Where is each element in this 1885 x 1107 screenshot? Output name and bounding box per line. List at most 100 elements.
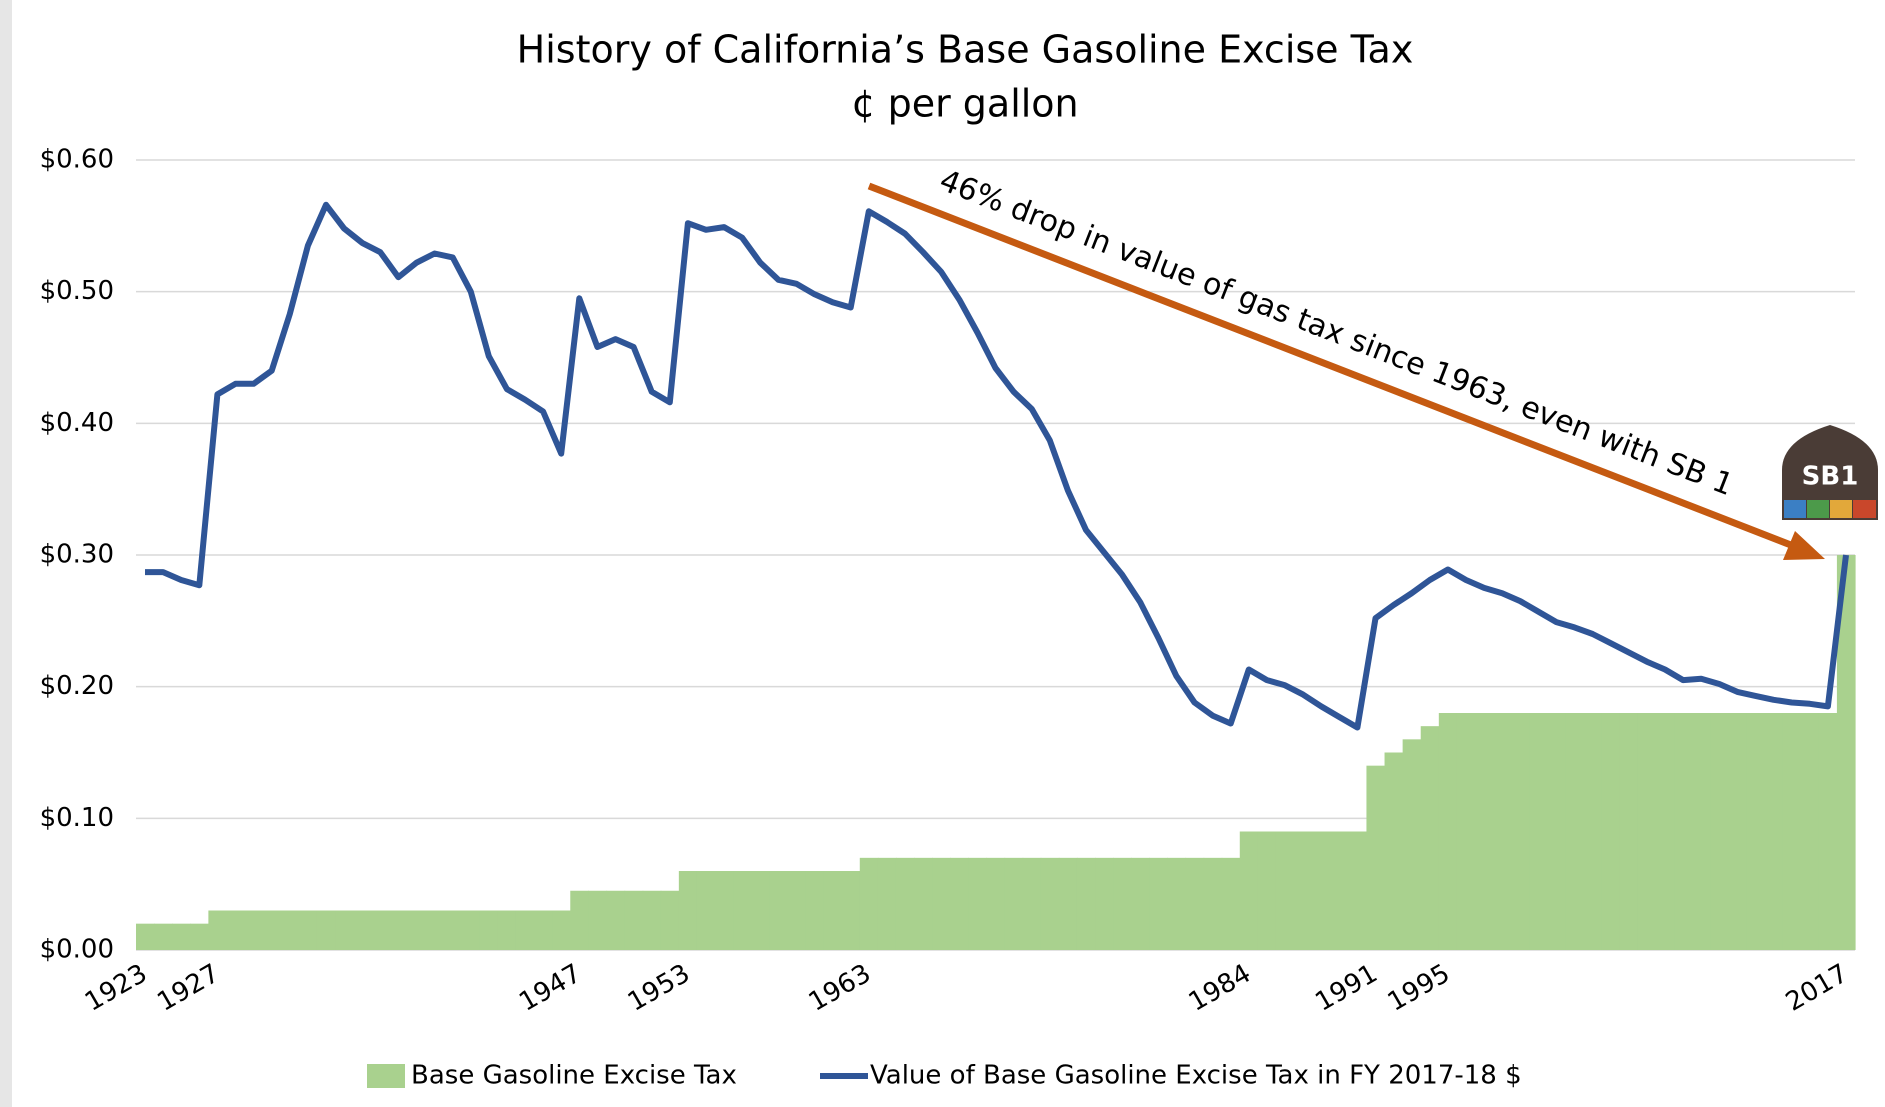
bar	[1402, 739, 1422, 950]
bar	[895, 857, 915, 950]
bar	[1022, 857, 1042, 950]
bar	[497, 910, 517, 950]
bar	[1330, 831, 1349, 950]
bar	[1149, 857, 1168, 950]
bar	[407, 910, 427, 950]
bar	[316, 910, 336, 950]
bar	[660, 890, 680, 950]
bar	[1312, 831, 1331, 950]
bar	[244, 910, 264, 950]
bar	[461, 910, 481, 950]
logo-tile	[1853, 500, 1876, 518]
bar	[1185, 857, 1205, 950]
legend-label: Base Gasoline Excise Tax	[411, 1061, 737, 1091]
y-tick-label: $0.20	[40, 671, 114, 701]
bar	[172, 923, 191, 950]
bar	[751, 871, 770, 950]
bar	[1095, 857, 1114, 950]
bar	[1511, 713, 1530, 950]
bar	[1221, 857, 1241, 950]
bar	[1818, 713, 1838, 950]
bar	[678, 871, 698, 950]
bar	[1076, 857, 1096, 950]
bar	[1040, 857, 1060, 950]
bar	[841, 871, 861, 950]
bar	[968, 857, 988, 950]
bar	[1004, 857, 1024, 950]
bar	[1257, 831, 1277, 950]
logo-tile	[1830, 500, 1852, 518]
bar	[986, 857, 1006, 950]
bar	[859, 857, 879, 950]
bar	[190, 923, 209, 950]
bar	[1782, 713, 1802, 950]
y-tick-label: $0.40	[40, 408, 114, 438]
bar	[1493, 713, 1512, 950]
bar	[1674, 713, 1693, 950]
bar	[1728, 713, 1748, 950]
frame-edge	[0, 0, 12, 1107]
bar	[1601, 713, 1621, 950]
bar	[1294, 831, 1313, 950]
bar	[1239, 831, 1259, 950]
y-tick-label: $0.10	[40, 803, 114, 833]
logo: SB1	[1782, 425, 1878, 520]
arrow-line	[867, 182, 1798, 551]
bar	[1692, 713, 1711, 950]
bar	[298, 910, 318, 950]
logo-tile	[1807, 500, 1829, 518]
bar	[642, 890, 662, 950]
chart-subtitle: ¢ per gallon	[851, 82, 1078, 126]
bar	[932, 857, 951, 950]
bar	[606, 890, 626, 950]
bar	[1637, 713, 1657, 950]
bar	[226, 910, 246, 950]
bar	[696, 871, 716, 950]
logo-shield	[1782, 425, 1878, 520]
bar	[515, 910, 535, 950]
bar	[1836, 555, 1856, 950]
bar	[1058, 857, 1078, 950]
bar	[534, 910, 553, 950]
y-tick-label: $0.50	[40, 276, 114, 306]
bar	[1529, 713, 1548, 950]
bar	[1131, 857, 1150, 950]
arrow-head	[1783, 531, 1825, 560]
bar	[1710, 713, 1729, 950]
y-tick-label: $0.60	[40, 145, 114, 175]
lines	[145, 201, 1849, 731]
legend-label: Value of Base Gasoline Excise Tax in FY …	[870, 1061, 1522, 1091]
bar	[208, 910, 228, 950]
chart-title: History of California’s Base Gasoline Ex…	[517, 28, 1414, 72]
bar	[1348, 831, 1368, 950]
bar	[1366, 765, 1386, 950]
bar	[1547, 713, 1567, 950]
bar	[787, 871, 807, 950]
bar	[570, 890, 589, 950]
y-tick-label: $0.00	[40, 935, 114, 965]
bar	[1420, 726, 1440, 950]
bar	[1167, 857, 1187, 950]
bar	[154, 923, 173, 950]
bar	[1619, 713, 1639, 950]
bar	[823, 871, 843, 950]
bar	[950, 857, 969, 950]
bar	[1655, 713, 1675, 950]
bar	[425, 910, 445, 950]
bar	[624, 890, 644, 950]
bar	[1475, 713, 1494, 950]
bar	[1384, 752, 1404, 950]
bar	[733, 871, 752, 950]
bar	[877, 857, 897, 950]
bar	[1203, 857, 1223, 950]
bar	[1565, 713, 1585, 950]
line	[145, 201, 1849, 731]
logo-tile	[1784, 500, 1806, 518]
bar	[715, 871, 734, 950]
bar	[914, 857, 933, 950]
bar	[353, 910, 372, 950]
bar	[443, 910, 463, 950]
bar	[1438, 713, 1458, 950]
bar	[1746, 713, 1766, 950]
